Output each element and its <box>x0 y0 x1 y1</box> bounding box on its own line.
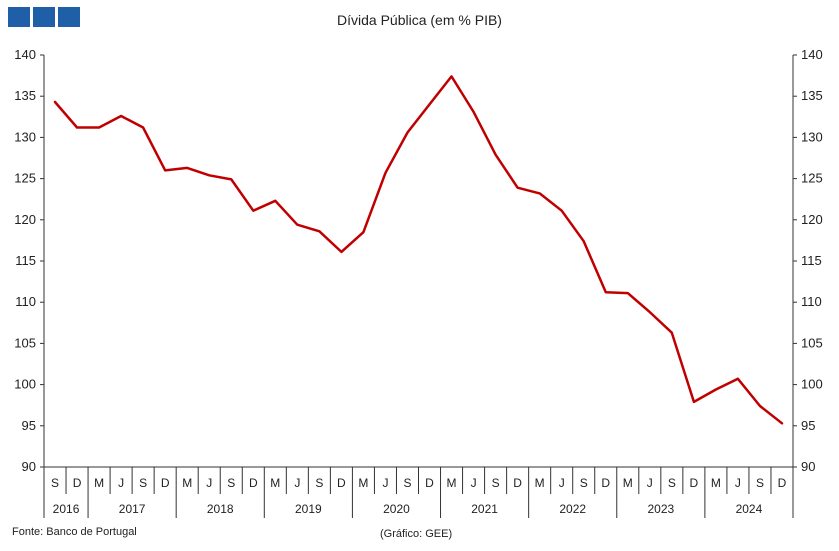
x-category-label: S <box>51 476 59 490</box>
x-category-label: S <box>492 476 500 490</box>
y-tick-label-left: 135 <box>14 88 36 103</box>
y-tick-label-left: 130 <box>14 129 36 144</box>
y-tick-label-right: 135 <box>801 88 823 103</box>
x-category-label: D <box>161 476 170 490</box>
x-year-label: 2021 <box>471 502 498 516</box>
y-tick-label-right: 90 <box>801 459 815 474</box>
y-tick-label-right: 100 <box>801 377 823 392</box>
logo-block <box>58 7 80 27</box>
x-category-label: M <box>623 476 633 490</box>
x-year-label: 2023 <box>647 502 674 516</box>
y-tick-label-left: 110 <box>15 294 36 309</box>
credit-note: (Gráfico: GEE) <box>380 528 453 540</box>
logo-block <box>33 7 55 27</box>
logo-block <box>8 7 30 27</box>
y-tick-label-right: 110 <box>801 294 822 309</box>
y-tick-label-left: 90 <box>22 459 36 474</box>
y-tick-label-left: 115 <box>15 253 36 268</box>
y-tick-label-right: 115 <box>801 253 822 268</box>
y-tick-label-left: 100 <box>14 377 36 392</box>
x-category-label: D <box>337 476 346 490</box>
x-category-label: S <box>580 476 588 490</box>
y-tick-label-right: 140 <box>801 47 823 62</box>
y-tick-label-right: 95 <box>801 418 815 433</box>
chart-title: Dívida Pública (em % PIB) <box>337 12 502 28</box>
y-tick-label-left: 140 <box>14 47 36 62</box>
x-year-label: 2018 <box>207 502 234 516</box>
x-category-label: M <box>711 476 721 490</box>
y-tick-label-left: 105 <box>14 335 36 350</box>
x-category-label: S <box>756 476 764 490</box>
x-year-label: 2024 <box>736 502 763 516</box>
y-tick-label-right: 120 <box>801 212 823 227</box>
x-category-label: M <box>447 476 457 490</box>
y-tick-label-right: 125 <box>801 171 823 186</box>
x-category-label: M <box>182 476 192 490</box>
x-year-label: 2016 <box>53 502 80 516</box>
x-category-label: J <box>118 476 124 490</box>
x-category-label: D <box>425 476 434 490</box>
x-category-label: D <box>513 476 522 490</box>
x-category-label: D <box>249 476 258 490</box>
x-category-label: S <box>403 476 411 490</box>
x-category-label: J <box>471 476 477 490</box>
x-category-label: S <box>139 476 147 490</box>
x-category-label: J <box>382 476 388 490</box>
source-note: Fonte: Banco de Portugal <box>12 526 137 538</box>
x-year-label: 2019 <box>295 502 322 516</box>
x-category-label: S <box>227 476 235 490</box>
y-tick-label-left: 125 <box>14 171 36 186</box>
y-tick-label-right: 130 <box>801 129 823 144</box>
x-category-label: J <box>647 476 653 490</box>
x-category-label: J <box>206 476 212 490</box>
x-category-label: J <box>294 476 300 490</box>
x-category-label: S <box>315 476 323 490</box>
series-line <box>53 75 784 425</box>
x-category-label: D <box>73 476 82 490</box>
x-category-label: M <box>270 476 280 490</box>
y-tick-label-right: 105 <box>801 335 823 350</box>
gee-logo-icon <box>8 7 80 27</box>
x-year-label: 2020 <box>383 502 410 516</box>
x-category-label: J <box>559 476 565 490</box>
x-category-label: M <box>94 476 104 490</box>
x-category-label: J <box>735 476 741 490</box>
x-category-label: S <box>668 476 676 490</box>
x-category-label: D <box>690 476 699 490</box>
x-year-label: 2022 <box>559 502 586 516</box>
x-year-label: 2017 <box>119 502 146 516</box>
x-category-label: D <box>778 476 787 490</box>
x-category-label: M <box>358 476 368 490</box>
y-tick-label-left: 95 <box>22 418 36 433</box>
y-tick-label-left: 120 <box>14 212 36 227</box>
x-category-label: D <box>601 476 610 490</box>
x-category-label: M <box>535 476 545 490</box>
